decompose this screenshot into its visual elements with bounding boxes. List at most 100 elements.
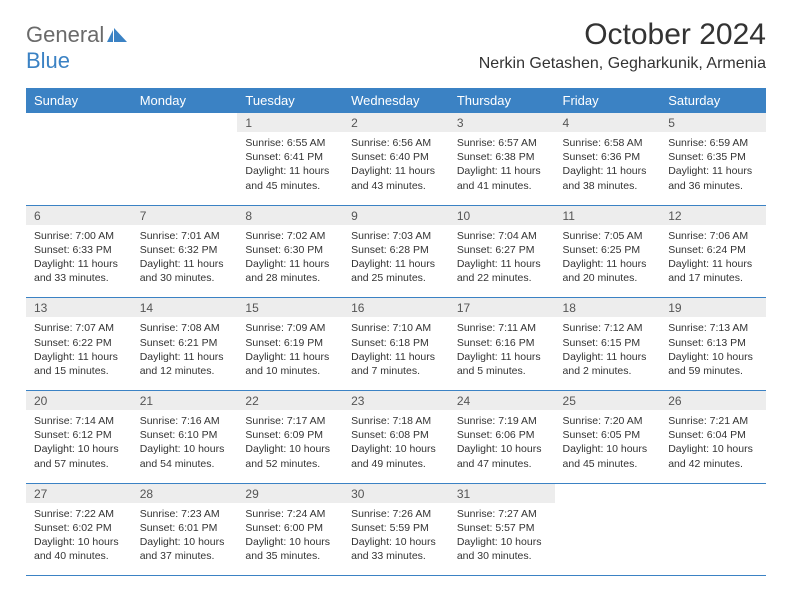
day-number: 8 xyxy=(237,206,343,225)
calendar-day-cell: 13Sunrise: 7:07 AMSunset: 6:22 PMDayligh… xyxy=(26,298,132,391)
calendar-day-cell: 25Sunrise: 7:20 AMSunset: 6:05 PMDayligh… xyxy=(555,391,661,484)
day-number: 18 xyxy=(555,298,661,317)
calendar-day-cell: 17Sunrise: 7:11 AMSunset: 6:16 PMDayligh… xyxy=(449,298,555,391)
day-body: Sunrise: 7:00 AMSunset: 6:33 PMDaylight:… xyxy=(26,225,132,298)
title-block: October 2024 Nerkin Getashen, Gegharkuni… xyxy=(479,18,766,73)
logo: General Blue xyxy=(26,18,127,74)
day-body: Sunrise: 6:59 AMSunset: 6:35 PMDaylight:… xyxy=(660,132,766,205)
month-title: October 2024 xyxy=(479,18,766,52)
day-body: Sunrise: 7:26 AMSunset: 5:59 PMDaylight:… xyxy=(343,503,449,576)
calendar-day-cell: 19Sunrise: 7:13 AMSunset: 6:13 PMDayligh… xyxy=(660,298,766,391)
day-number: 21 xyxy=(132,391,238,410)
day-number: 25 xyxy=(555,391,661,410)
day-body: Sunrise: 7:05 AMSunset: 6:25 PMDaylight:… xyxy=(555,225,661,298)
day-body: Sunrise: 7:01 AMSunset: 6:32 PMDaylight:… xyxy=(132,225,238,298)
calendar-day-cell: 31Sunrise: 7:27 AMSunset: 5:57 PMDayligh… xyxy=(449,483,555,576)
calendar-week-row: 27Sunrise: 7:22 AMSunset: 6:02 PMDayligh… xyxy=(26,483,766,576)
day-number: 30 xyxy=(343,484,449,503)
day-number: 2 xyxy=(343,113,449,132)
calendar-day-cell: 5Sunrise: 6:59 AMSunset: 6:35 PMDaylight… xyxy=(660,113,766,205)
day-body: Sunrise: 6:56 AMSunset: 6:40 PMDaylight:… xyxy=(343,132,449,205)
calendar-day-cell: 28Sunrise: 7:23 AMSunset: 6:01 PMDayligh… xyxy=(132,483,238,576)
day-body: Sunrise: 7:11 AMSunset: 6:16 PMDaylight:… xyxy=(449,317,555,390)
calendar-week-row: 1Sunrise: 6:55 AMSunset: 6:41 PMDaylight… xyxy=(26,113,766,205)
day-body: Sunrise: 7:14 AMSunset: 6:12 PMDaylight:… xyxy=(26,410,132,483)
day-number: 10 xyxy=(449,206,555,225)
day-body: Sunrise: 7:12 AMSunset: 6:15 PMDaylight:… xyxy=(555,317,661,390)
day-body: Sunrise: 7:02 AMSunset: 6:30 PMDaylight:… xyxy=(237,225,343,298)
day-number: 5 xyxy=(660,113,766,132)
day-number: 16 xyxy=(343,298,449,317)
calendar-day-cell: 6Sunrise: 7:00 AMSunset: 6:33 PMDaylight… xyxy=(26,205,132,298)
weekday-header: Monday xyxy=(132,88,238,113)
weekday-header: Thursday xyxy=(449,88,555,113)
day-body: Sunrise: 7:16 AMSunset: 6:10 PMDaylight:… xyxy=(132,410,238,483)
weekday-header: Friday xyxy=(555,88,661,113)
day-number: 20 xyxy=(26,391,132,410)
day-number: 26 xyxy=(660,391,766,410)
calendar-day-cell xyxy=(132,113,238,205)
day-number: 12 xyxy=(660,206,766,225)
day-body: Sunrise: 7:10 AMSunset: 6:18 PMDaylight:… xyxy=(343,317,449,390)
day-number: 11 xyxy=(555,206,661,225)
day-body: Sunrise: 7:07 AMSunset: 6:22 PMDaylight:… xyxy=(26,317,132,390)
day-number: 17 xyxy=(449,298,555,317)
calendar-day-cell: 26Sunrise: 7:21 AMSunset: 6:04 PMDayligh… xyxy=(660,391,766,484)
logo-text: General Blue xyxy=(26,22,127,74)
day-body: Sunrise: 7:27 AMSunset: 5:57 PMDaylight:… xyxy=(449,503,555,576)
day-number: 3 xyxy=(449,113,555,132)
day-body: Sunrise: 7:22 AMSunset: 6:02 PMDaylight:… xyxy=(26,503,132,576)
day-body: Sunrise: 7:21 AMSunset: 6:04 PMDaylight:… xyxy=(660,410,766,483)
day-body: Sunrise: 7:24 AMSunset: 6:00 PMDaylight:… xyxy=(237,503,343,576)
calendar-week-row: 20Sunrise: 7:14 AMSunset: 6:12 PMDayligh… xyxy=(26,391,766,484)
calendar-day-cell: 9Sunrise: 7:03 AMSunset: 6:28 PMDaylight… xyxy=(343,205,449,298)
calendar-day-cell: 23Sunrise: 7:18 AMSunset: 6:08 PMDayligh… xyxy=(343,391,449,484)
calendar-day-cell: 3Sunrise: 6:57 AMSunset: 6:38 PMDaylight… xyxy=(449,113,555,205)
logo-flag-icon xyxy=(107,28,127,42)
day-body: Sunrise: 7:06 AMSunset: 6:24 PMDaylight:… xyxy=(660,225,766,298)
calendar-day-cell: 11Sunrise: 7:05 AMSunset: 6:25 PMDayligh… xyxy=(555,205,661,298)
day-number: 6 xyxy=(26,206,132,225)
day-body: Sunrise: 7:03 AMSunset: 6:28 PMDaylight:… xyxy=(343,225,449,298)
day-number: 19 xyxy=(660,298,766,317)
day-number: 28 xyxy=(132,484,238,503)
calendar-day-cell: 24Sunrise: 7:19 AMSunset: 6:06 PMDayligh… xyxy=(449,391,555,484)
calendar-day-cell: 29Sunrise: 7:24 AMSunset: 6:00 PMDayligh… xyxy=(237,483,343,576)
day-body: Sunrise: 7:18 AMSunset: 6:08 PMDaylight:… xyxy=(343,410,449,483)
weekday-header: Saturday xyxy=(660,88,766,113)
day-number: 13 xyxy=(26,298,132,317)
calendar-day-cell: 7Sunrise: 7:01 AMSunset: 6:32 PMDaylight… xyxy=(132,205,238,298)
day-body: Sunrise: 7:13 AMSunset: 6:13 PMDaylight:… xyxy=(660,317,766,390)
day-number: 31 xyxy=(449,484,555,503)
calendar-week-row: 13Sunrise: 7:07 AMSunset: 6:22 PMDayligh… xyxy=(26,298,766,391)
calendar-day-cell: 27Sunrise: 7:22 AMSunset: 6:02 PMDayligh… xyxy=(26,483,132,576)
day-number: 29 xyxy=(237,484,343,503)
day-number: 15 xyxy=(237,298,343,317)
day-number: 14 xyxy=(132,298,238,317)
logo-part2: Blue xyxy=(26,48,70,73)
calendar-day-cell: 8Sunrise: 7:02 AMSunset: 6:30 PMDaylight… xyxy=(237,205,343,298)
calendar-day-cell xyxy=(660,483,766,576)
calendar-day-cell: 2Sunrise: 6:56 AMSunset: 6:40 PMDaylight… xyxy=(343,113,449,205)
weekday-header: Tuesday xyxy=(237,88,343,113)
calendar-day-cell: 4Sunrise: 6:58 AMSunset: 6:36 PMDaylight… xyxy=(555,113,661,205)
calendar-day-cell: 10Sunrise: 7:04 AMSunset: 6:27 PMDayligh… xyxy=(449,205,555,298)
calendar-day-cell: 12Sunrise: 7:06 AMSunset: 6:24 PMDayligh… xyxy=(660,205,766,298)
day-number: 7 xyxy=(132,206,238,225)
calendar-day-cell xyxy=(555,483,661,576)
day-number: 22 xyxy=(237,391,343,410)
day-number: 1 xyxy=(237,113,343,132)
calendar-day-cell: 1Sunrise: 6:55 AMSunset: 6:41 PMDaylight… xyxy=(237,113,343,205)
weekday-header: Sunday xyxy=(26,88,132,113)
calendar-day-cell: 14Sunrise: 7:08 AMSunset: 6:21 PMDayligh… xyxy=(132,298,238,391)
day-body: Sunrise: 7:04 AMSunset: 6:27 PMDaylight:… xyxy=(449,225,555,298)
day-number: 27 xyxy=(26,484,132,503)
location: Nerkin Getashen, Gegharkunik, Armenia xyxy=(479,55,766,73)
day-body: Sunrise: 6:58 AMSunset: 6:36 PMDaylight:… xyxy=(555,132,661,205)
calendar-day-cell: 16Sunrise: 7:10 AMSunset: 6:18 PMDayligh… xyxy=(343,298,449,391)
page-header: General Blue October 2024 Nerkin Getashe… xyxy=(26,18,766,74)
weekday-header-row: SundayMondayTuesdayWednesdayThursdayFrid… xyxy=(26,88,766,113)
calendar-table: SundayMondayTuesdayWednesdayThursdayFrid… xyxy=(26,88,766,576)
weekday-header: Wednesday xyxy=(343,88,449,113)
day-body: Sunrise: 6:57 AMSunset: 6:38 PMDaylight:… xyxy=(449,132,555,205)
